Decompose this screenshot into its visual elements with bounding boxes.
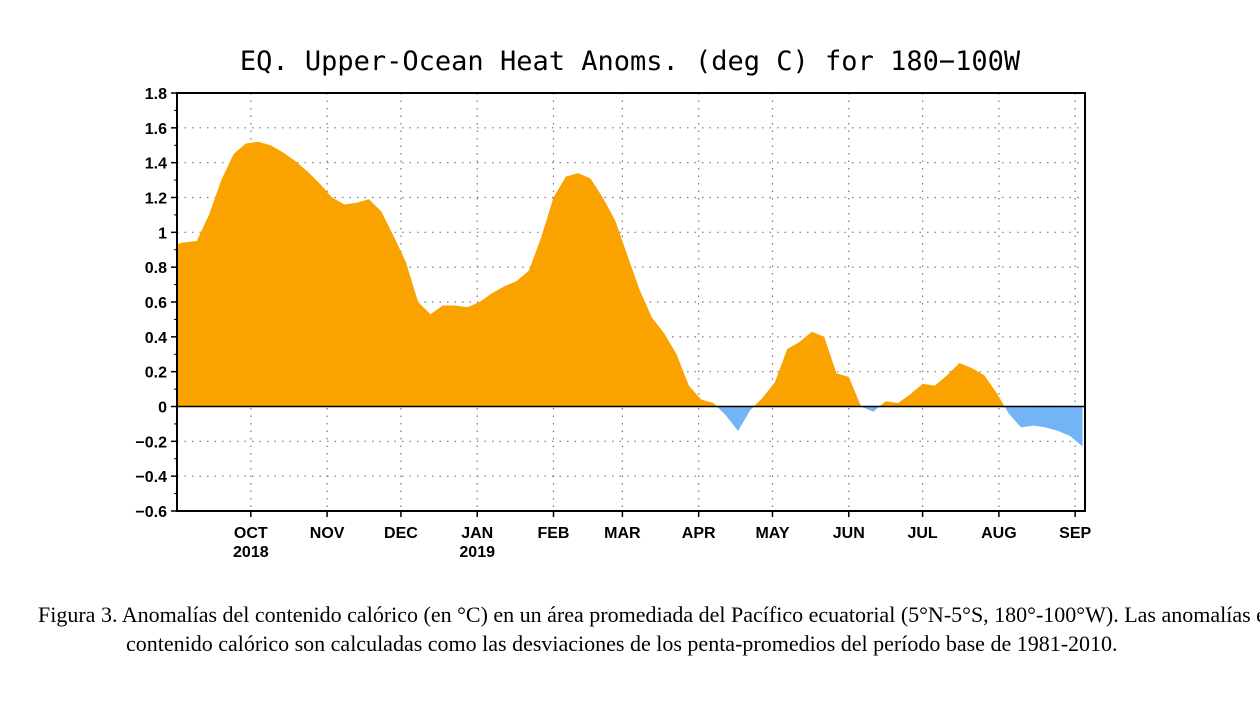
x-tick-year-0: 2018	[233, 544, 269, 561]
y-axis-ticks: 1.8 1.6 1.4 1.2 1 0.8 0.6 0.4 0.2 0 −0.2 −0.4 −0.6	[135, 86, 177, 521]
y-tick-label-5: 0.8	[145, 260, 167, 277]
y-tick-label-0: 1.8	[145, 86, 167, 103]
figure-caption: Figura 3. Anomalías del contenido calóri…	[38, 602, 1260, 656]
x-tick-label-9: JUL	[907, 525, 937, 542]
x-tick-year-3: 2019	[459, 544, 495, 561]
x-tick-label-10: AUG	[981, 525, 1017, 542]
anomaly-area	[177, 141, 1083, 447]
y-tick-label-4: 1	[158, 225, 167, 242]
x-axis-ticks: OCT 2018 NOV DEC JAN 2019 FEB MAR APR MAY JUN JUL AU…	[233, 511, 1091, 561]
x-tick-label-8: JUN	[833, 525, 865, 542]
y-tick-label-12: −0.6	[135, 504, 167, 521]
x-tick-label-7: MAY	[755, 525, 789, 542]
chart-title: EQ. Upper-Ocean Heat Anoms. (deg C) for …	[240, 46, 1021, 77]
x-tick-label-1: NOV	[310, 525, 345, 542]
positive-anomaly-area	[177, 141, 1083, 407]
y-tick-label-8: 0.2	[145, 365, 167, 382]
y-tick-label-6: 0.6	[145, 295, 167, 312]
y-tick-label-1: 1.6	[145, 121, 167, 138]
x-tick-label-2: DEC	[384, 525, 418, 542]
y-tick-label-3: 1.2	[145, 191, 167, 208]
y-tick-label-11: −0.4	[135, 469, 167, 486]
y-tick-label-9: 0	[158, 400, 167, 417]
heat-anomaly-chart: EQ. Upper-Ocean Heat Anoms. (deg C) for …	[135, 46, 1091, 561]
y-tick-label-2: 1.4	[145, 156, 167, 173]
x-tick-label-11: SEP	[1059, 525, 1091, 542]
y-tick-label-7: 0.4	[145, 330, 167, 347]
y-tick-label-10: −0.2	[135, 434, 167, 451]
x-tick-label-6: APR	[682, 525, 716, 542]
x-tick-label-0: OCT	[234, 525, 268, 542]
x-tick-label-3: JAN	[461, 525, 493, 542]
x-tick-label-4: FEB	[537, 525, 569, 542]
x-tick-label-5: MAR	[604, 525, 641, 542]
negative-anomaly-area	[177, 406, 1083, 447]
